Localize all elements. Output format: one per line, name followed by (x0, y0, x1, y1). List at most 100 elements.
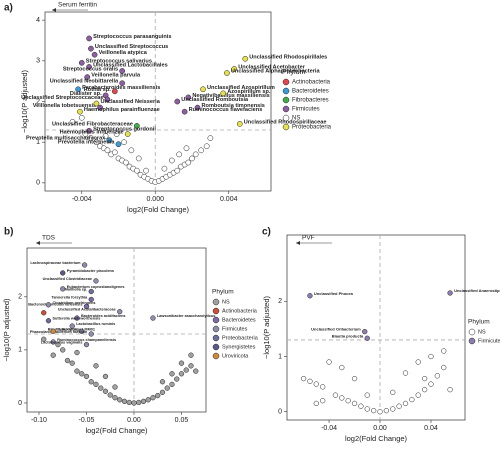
data-point (84, 74, 91, 80)
point-label: Unclassified Rhodospirillales (249, 54, 327, 60)
data-point (78, 114, 85, 121)
data-point (383, 407, 390, 414)
point-label: Streptococcus gordonii (93, 126, 156, 132)
data-point (441, 364, 447, 371)
point-label: Unclassified Oribacterium (311, 327, 361, 332)
y-axis-label: −log10(P adjusted) (262, 295, 271, 359)
data-point (88, 296, 94, 303)
point-label: Lawsonibacter asaccharolyticus (157, 314, 215, 318)
data-point (236, 121, 243, 127)
data-point (174, 98, 181, 105)
point-label: Rothia sp. (84, 87, 111, 93)
legend-title: Phylum (282, 69, 306, 76)
data-point (313, 381, 319, 387)
point-label: Tannerella forsythia (51, 295, 88, 299)
data-point (79, 328, 85, 334)
legend-swatch (212, 334, 220, 342)
data-point (185, 94, 192, 101)
data-point (320, 398, 326, 404)
data-point (60, 286, 66, 292)
data-point (143, 167, 149, 174)
data-point (136, 399, 142, 406)
data-point (117, 309, 123, 315)
data-point (428, 353, 434, 360)
data-point (60, 270, 66, 276)
data-point (102, 133, 109, 139)
panel-title: TDS (42, 235, 56, 242)
data-point (83, 373, 90, 380)
data-point (150, 395, 156, 401)
y-axis-label: −log10(P adjusted) (20, 69, 29, 133)
data-point (41, 336, 47, 342)
legend-swatch (282, 87, 290, 95)
data-point (332, 392, 339, 398)
data-point (93, 363, 99, 369)
plot-frame (26, 247, 207, 413)
legend-label: Firmicutes (478, 338, 500, 344)
point-label: Phascolarctobacterium faecium (30, 330, 88, 334)
data-point (93, 381, 99, 388)
panel-title: Serum ferritin (58, 2, 97, 9)
point-label: Haemophilus influenzae (60, 130, 124, 136)
data-point (115, 141, 122, 148)
data-point (86, 64, 92, 70)
point-label: Parabacteroides massiliensis (82, 85, 160, 91)
y-axis-label: −log10(P adjusted) (2, 298, 11, 362)
data-point (183, 367, 189, 373)
plot-frame (286, 234, 466, 421)
data-point (313, 400, 319, 407)
legend-label: Bacteroidetes (222, 317, 256, 323)
title-arrowhead (296, 241, 300, 245)
data-point (364, 406, 370, 412)
data-point (75, 86, 81, 93)
legend-swatch (282, 96, 290, 104)
data-point (207, 135, 214, 141)
data-point (364, 335, 370, 341)
x-axis-label: log2(Fold Change) (85, 426, 148, 435)
data-point (402, 370, 409, 376)
data-point (339, 395, 345, 401)
point-label: Unclassified Romboutsia (181, 97, 249, 103)
data-point (193, 368, 199, 374)
x-tick-label: -0.04 (321, 425, 337, 432)
data-point (86, 127, 92, 134)
x-tick-label: -0.05 (78, 417, 94, 424)
data-point (307, 293, 313, 299)
legend-label: NS (292, 116, 300, 122)
data-point (390, 389, 396, 396)
title-arrowhead (36, 241, 40, 245)
data-point (134, 123, 140, 129)
legend-label: Bacteroidetes (292, 89, 329, 95)
data-point (358, 403, 364, 409)
data-point (192, 151, 199, 158)
data-point (69, 323, 75, 329)
data-point (174, 376, 180, 382)
data-point (104, 96, 111, 103)
point-label: Unclassified Fibrobacteraceae (52, 121, 133, 127)
panel-label: c) (262, 227, 271, 238)
data-point (224, 70, 230, 76)
data-point (93, 139, 100, 146)
legend-label: Uroviricota (222, 353, 249, 359)
data-point (98, 385, 104, 391)
point-label: Azospirillum sp. (227, 89, 271, 95)
legend-swatch (212, 307, 220, 315)
data-point (83, 303, 90, 310)
data-point (194, 104, 201, 111)
data-point (91, 51, 98, 58)
x-axis-label: log2(Fold Change) (345, 434, 408, 443)
data-point (415, 392, 421, 398)
data-point (150, 315, 156, 321)
data-point (121, 139, 127, 146)
data-point (189, 155, 195, 162)
data-point (93, 278, 99, 284)
data-point (119, 80, 126, 87)
data-point (364, 392, 370, 398)
x-axis-label: log2(Fold Change) (127, 205, 190, 214)
y-tick-label: 2 (36, 98, 40, 105)
data-point (50, 339, 56, 345)
data-point (82, 131, 89, 137)
point-label: Unclassified Phocea (314, 291, 354, 296)
data-point (45, 318, 52, 324)
